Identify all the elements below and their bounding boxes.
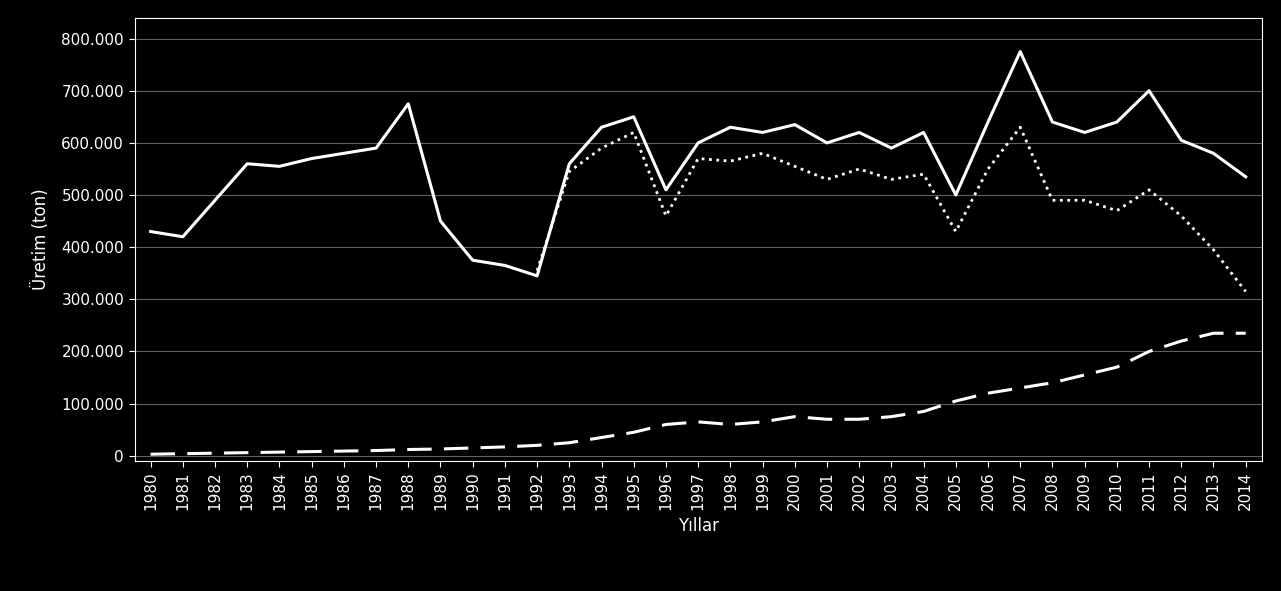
X-axis label: Yıllar: Yıllar (678, 517, 719, 535)
Y-axis label: Üretim (ton): Üretim (ton) (32, 189, 50, 290)
